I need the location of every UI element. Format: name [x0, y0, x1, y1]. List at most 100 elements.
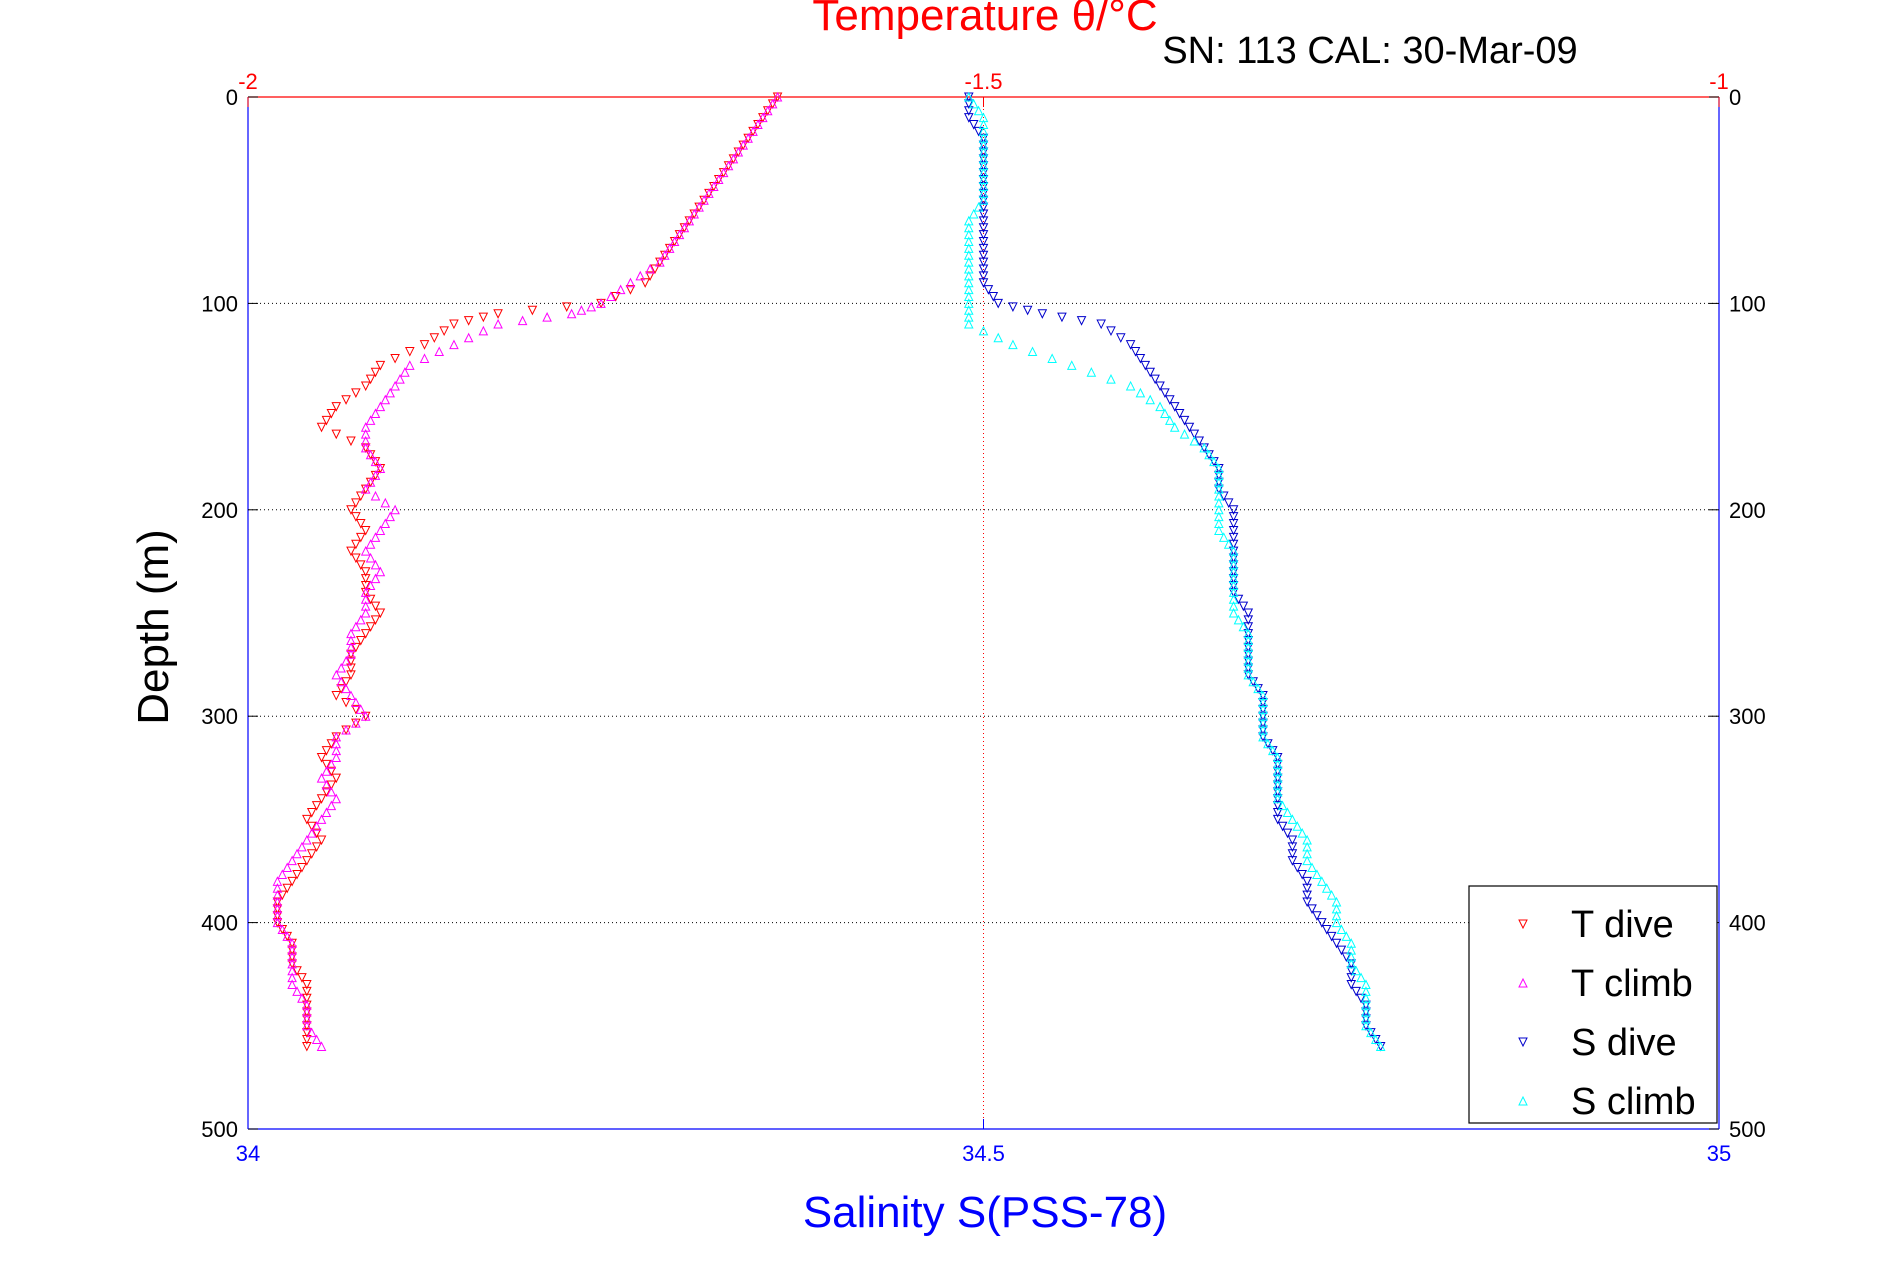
data-point	[306, 821, 317, 832]
data-point	[360, 525, 371, 536]
data-point	[287, 945, 297, 955]
data-point	[390, 380, 400, 391]
data-point	[1302, 848, 1312, 859]
data-point	[287, 855, 297, 866]
x-bottom-tick-label: 35	[1707, 1141, 1731, 1166]
data-point	[1184, 422, 1195, 433]
data-point	[311, 828, 322, 839]
data-point	[370, 615, 381, 625]
data-point	[1346, 951, 1357, 962]
data-point	[1228, 552, 1239, 563]
data-point	[1165, 395, 1175, 405]
data-point	[302, 856, 312, 866]
data-point	[1263, 738, 1273, 749]
data-point	[326, 786, 337, 797]
data-point	[1302, 855, 1312, 866]
data-point	[1209, 456, 1219, 467]
data-point	[316, 1041, 327, 1051]
data-point	[973, 201, 984, 212]
data-point	[664, 243, 675, 253]
data-point	[1321, 924, 1332, 935]
data-point	[277, 924, 288, 934]
data-point	[1238, 601, 1249, 612]
data-point	[963, 222, 974, 233]
data-point	[978, 133, 989, 143]
data-point	[1272, 752, 1283, 762]
data-point	[365, 580, 376, 590]
data-point	[1228, 539, 1239, 550]
data-point	[375, 463, 386, 474]
data-point	[1253, 683, 1263, 694]
data-point	[1214, 463, 1224, 474]
data-point	[302, 1013, 312, 1024]
data-point	[375, 360, 386, 371]
data-point	[351, 704, 361, 715]
data-point	[753, 119, 763, 130]
data-point	[380, 394, 391, 405]
data-point	[346, 635, 356, 646]
data-point	[375, 608, 386, 619]
data-point	[282, 862, 293, 873]
data-point	[1307, 904, 1317, 914]
data-point	[993, 332, 1004, 343]
data-point	[542, 312, 552, 322]
data-point	[272, 889, 283, 900]
data-point	[1351, 965, 1361, 976]
legend-entry: S dive	[1571, 1022, 1677, 1064]
data-point	[699, 195, 709, 205]
data-point	[968, 98, 979, 109]
data-point	[1331, 938, 1342, 949]
legend-entry: S climb	[1571, 1081, 1696, 1123]
data-point	[978, 223, 989, 233]
data-point	[316, 794, 327, 804]
data-point	[331, 691, 342, 701]
data-point	[1317, 876, 1327, 886]
data-point	[1155, 381, 1165, 392]
data-point	[1228, 519, 1239, 529]
data-point	[1287, 849, 1298, 859]
data-point	[1346, 980, 1357, 990]
data-point	[321, 779, 332, 790]
data-point	[1008, 302, 1018, 312]
data-point	[963, 305, 974, 315]
legend-box	[1468, 885, 1718, 1124]
data-point	[355, 532, 366, 543]
data-point	[978, 202, 989, 213]
data-point	[375, 566, 386, 577]
data-point	[606, 291, 616, 302]
y-tick-label-left: 300	[201, 704, 238, 729]
data-point	[963, 284, 974, 295]
x-top-tick-label: -1	[1709, 69, 1729, 94]
data-point	[429, 333, 440, 343]
data-point	[978, 153, 989, 164]
data-point	[331, 738, 342, 749]
data-point	[1361, 993, 1371, 1003]
data-point	[1169, 422, 1180, 432]
data-point	[1228, 532, 1239, 543]
data-point	[370, 601, 381, 612]
data-point	[463, 332, 474, 343]
data-point	[963, 113, 974, 123]
data-point	[1361, 1020, 1371, 1031]
data-point	[326, 408, 337, 419]
data-point	[963, 106, 974, 116]
data-point	[400, 367, 410, 377]
data-point	[365, 415, 376, 425]
data-point	[1086, 367, 1097, 377]
data-point	[1331, 903, 1342, 914]
data-point	[395, 373, 405, 384]
data-point	[566, 308, 577, 319]
data-point	[1370, 1034, 1381, 1045]
data-point	[684, 215, 695, 226]
data-point	[331, 752, 342, 762]
data-point	[1214, 518, 1224, 529]
data-point	[331, 793, 342, 804]
data-point	[297, 863, 307, 873]
data-point	[1272, 773, 1283, 783]
data-point	[341, 724, 351, 735]
data-point	[419, 353, 430, 363]
data-point	[963, 229, 974, 240]
data-point	[370, 470, 381, 480]
data-point	[973, 105, 984, 116]
data-point	[306, 1027, 317, 1038]
